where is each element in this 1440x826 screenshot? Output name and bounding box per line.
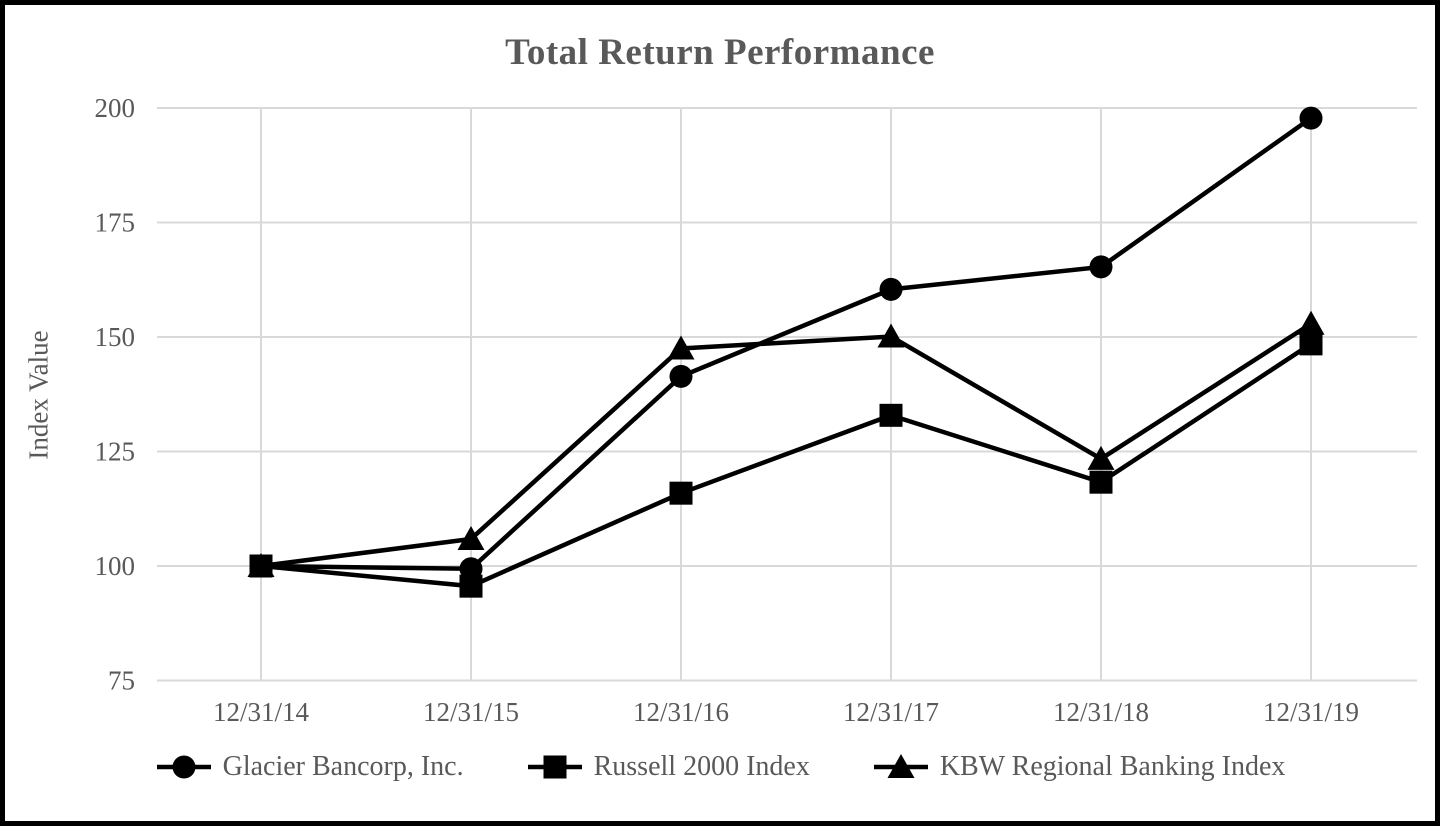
circle-legend-marker-icon: [156, 755, 211, 779]
marker-triangle-12-31-16-kbw-regional-banking-index: [667, 335, 695, 360]
x-tick-label-12-31-16: 12/31/16: [633, 697, 729, 727]
chart-title: Total Return Performance: [505, 32, 935, 73]
legend-circle-icon: [172, 755, 196, 779]
x-tick-label-12-31-19: 12/31/19: [1263, 697, 1359, 727]
marker-triangle-12-31-15-kbw-regional-banking-index: [457, 525, 485, 550]
series-line-kbw-regional-banking-index: [260, 321, 1313, 569]
legend-label-russell-2000-index: Russell 2000 Index: [593, 751, 810, 782]
series-line-russell-2000-index: [260, 341, 1313, 589]
marker-circle-12-31-19-glacier-bancorp-inc: [1299, 106, 1323, 130]
legend-triangle-icon: [887, 754, 915, 778]
marker-square-12-31-17-russell-2000-index: [879, 403, 903, 427]
total-return-performance-chart: 200 175 150 125 100 75 12/31/14 12/31/15 12/31/1…: [95, 93, 1417, 727]
marker-triangle-12-31-17-kbw-regional-banking-index: [877, 323, 905, 348]
y-tick-label-100: 100: [95, 551, 136, 581]
x-tick-label-12-31-15: 12/31/15: [423, 697, 519, 727]
series-line-glacier-bancorp-inc: [260, 116, 1313, 572]
legend-item-russell-2000-index: Russell 2000 Index: [526, 751, 810, 783]
y-tick-label-75: 75: [108, 666, 135, 696]
marker-square-12-31-16-russell-2000-index: [669, 481, 693, 505]
x-tick-label-12-31-14: 12/31/14: [213, 697, 310, 727]
triangle-legend-marker-icon: [873, 754, 928, 778]
marker-square-12-31-18-russell-2000-index: [1089, 470, 1113, 494]
series-kbw-regional-banking-index: [247, 310, 1325, 577]
y-tick-label-125: 125: [95, 437, 136, 467]
marker-circle-12-31-18-glacier-bancorp-inc: [1089, 255, 1113, 279]
series-russell-2000-index: [249, 332, 1323, 598]
y-tick-label-200: 200: [95, 93, 136, 123]
y-tick-label-150: 150: [95, 322, 136, 352]
legend-item-glacier-bancorp-inc: Glacier Bancorp, Inc.: [155, 751, 464, 783]
square-legend-marker-icon: [527, 755, 582, 779]
marker-square-12-31-14-russell-2000-index: [249, 554, 273, 578]
marker-square-12-31-15-russell-2000-index: [459, 574, 483, 598]
legend-label-kbw-regional-banking-index: KBW Regional Banking Index: [939, 751, 1286, 782]
marker-triangle-12-31-19-kbw-regional-banking-index: [1297, 310, 1325, 335]
x-tick-label-12-31-17: 12/31/17: [843, 697, 939, 727]
marker-circle-12-31-16-glacier-bancorp-inc: [669, 364, 693, 388]
legend-item-kbw-regional-banking-index: KBW Regional Banking Index: [872, 751, 1286, 783]
y-tick-label-175: 175: [95, 208, 136, 238]
legend-square-icon: [543, 755, 567, 779]
marker-circle-12-31-15-glacier-bancorp-inc: [459, 557, 483, 581]
marker-triangle-12-31-18-kbw-regional-banking-index: [1087, 445, 1115, 470]
x-tick-label-12-31-18: 12/31/18: [1053, 697, 1149, 727]
legend-label-glacier-bancorp-inc: Glacier Bancorp, Inc.: [222, 751, 464, 782]
marker-square-12-31-19-russell-2000-index: [1299, 332, 1323, 356]
chart-legend: Glacier Bancorp, Inc. Russell 2000 Index K…: [5, 751, 1435, 783]
marker-circle-12-31-17-glacier-bancorp-inc: [879, 277, 903, 301]
